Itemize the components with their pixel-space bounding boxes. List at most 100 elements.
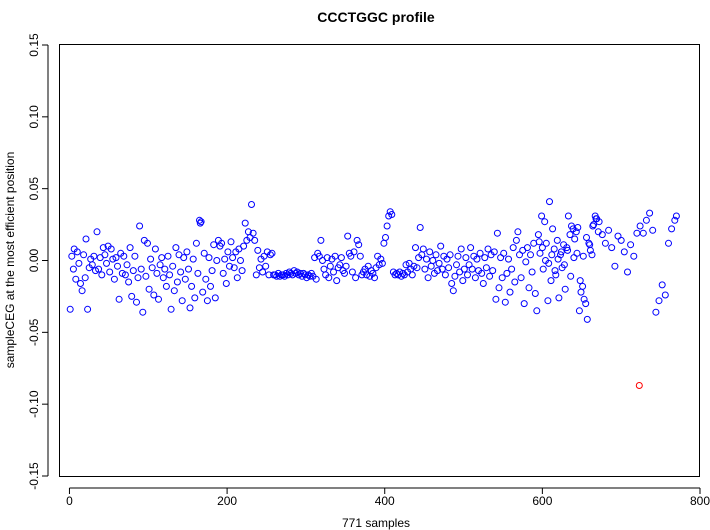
data-point xyxy=(426,248,434,256)
data-point xyxy=(276,272,284,280)
data-point xyxy=(342,262,350,270)
data-point xyxy=(520,300,528,308)
data-point xyxy=(344,232,352,240)
data-point xyxy=(84,305,92,313)
data-point xyxy=(471,274,479,282)
data-point xyxy=(199,288,207,296)
data-point xyxy=(462,254,470,262)
data-point xyxy=(90,252,98,260)
data-point xyxy=(255,264,263,272)
data-point xyxy=(148,264,156,272)
data-point xyxy=(453,261,460,269)
data-point xyxy=(181,275,189,283)
data-point xyxy=(282,269,290,277)
data-point xyxy=(103,259,110,267)
data-point xyxy=(248,201,255,208)
data-point xyxy=(77,280,84,287)
data-point xyxy=(356,252,364,260)
data-point xyxy=(200,249,208,257)
data-point xyxy=(481,254,489,262)
y-tick-label: 0.00 xyxy=(27,248,41,272)
data-point xyxy=(441,271,449,279)
data-point xyxy=(429,257,437,264)
data-point xyxy=(333,277,341,285)
data-point xyxy=(598,231,606,239)
data-point xyxy=(557,248,565,256)
data-point xyxy=(595,218,603,226)
data-point xyxy=(506,288,514,296)
data-point xyxy=(68,252,76,260)
data-point xyxy=(348,268,356,276)
data-point xyxy=(177,268,185,276)
y-tick-label: 0.15 xyxy=(27,33,41,57)
data-point xyxy=(101,251,109,259)
plot-frame xyxy=(59,44,700,477)
data-point xyxy=(465,261,473,269)
data-point xyxy=(147,255,155,263)
data-point xyxy=(188,282,196,290)
data-point xyxy=(178,297,186,305)
data-point xyxy=(233,274,241,282)
data-point xyxy=(226,262,233,270)
data-point xyxy=(493,229,501,237)
data-point xyxy=(563,244,571,252)
data-point xyxy=(159,274,167,282)
data-point xyxy=(575,307,583,315)
data-point xyxy=(259,268,267,276)
data-point xyxy=(542,239,550,247)
data-point xyxy=(611,262,619,270)
data-point xyxy=(112,254,120,262)
data-point xyxy=(460,265,468,273)
data-point xyxy=(208,267,216,275)
data-point xyxy=(533,307,541,315)
data-point xyxy=(554,255,562,263)
data-point xyxy=(579,252,587,260)
data-point xyxy=(432,251,440,259)
data-point xyxy=(99,244,107,252)
data-point xyxy=(419,245,427,253)
data-point xyxy=(88,261,96,269)
data-point xyxy=(161,265,169,273)
data-point xyxy=(353,236,361,244)
data-point xyxy=(109,255,117,263)
data-point xyxy=(142,272,150,280)
data-point xyxy=(665,239,672,247)
data-point xyxy=(605,226,613,234)
data-point xyxy=(136,222,144,230)
data-point xyxy=(536,249,544,257)
data-point xyxy=(121,271,129,279)
data-point xyxy=(478,269,486,277)
data-point xyxy=(249,229,257,237)
data-point xyxy=(382,234,389,241)
data-point xyxy=(646,209,654,217)
data-point xyxy=(608,244,616,252)
data-point xyxy=(388,211,396,218)
data-point xyxy=(661,291,669,299)
data-point xyxy=(548,251,556,259)
data-point xyxy=(527,251,534,259)
data-point xyxy=(383,222,391,230)
chart-title: CCCTGGC profile xyxy=(317,9,435,25)
data-point xyxy=(617,236,625,244)
data-point xyxy=(552,271,560,279)
data-point xyxy=(549,225,557,233)
data-point xyxy=(484,245,492,253)
data-point xyxy=(577,288,585,296)
y-axis-label: sampleCEG at the most efficient position xyxy=(3,152,17,369)
data-point xyxy=(207,282,214,290)
data-point xyxy=(435,259,443,267)
x-tick-label: 600 xyxy=(532,494,552,508)
data-point xyxy=(564,246,572,254)
data-point xyxy=(512,236,520,244)
data-point xyxy=(416,224,424,231)
data-point xyxy=(574,224,582,231)
data-point xyxy=(576,277,584,285)
data-point xyxy=(167,305,175,313)
y-tick-label: -0.05 xyxy=(27,318,41,346)
data-point xyxy=(614,232,622,240)
data-point xyxy=(262,262,270,270)
data-point xyxy=(330,268,337,276)
data-point xyxy=(166,271,174,279)
data-point xyxy=(583,234,590,241)
